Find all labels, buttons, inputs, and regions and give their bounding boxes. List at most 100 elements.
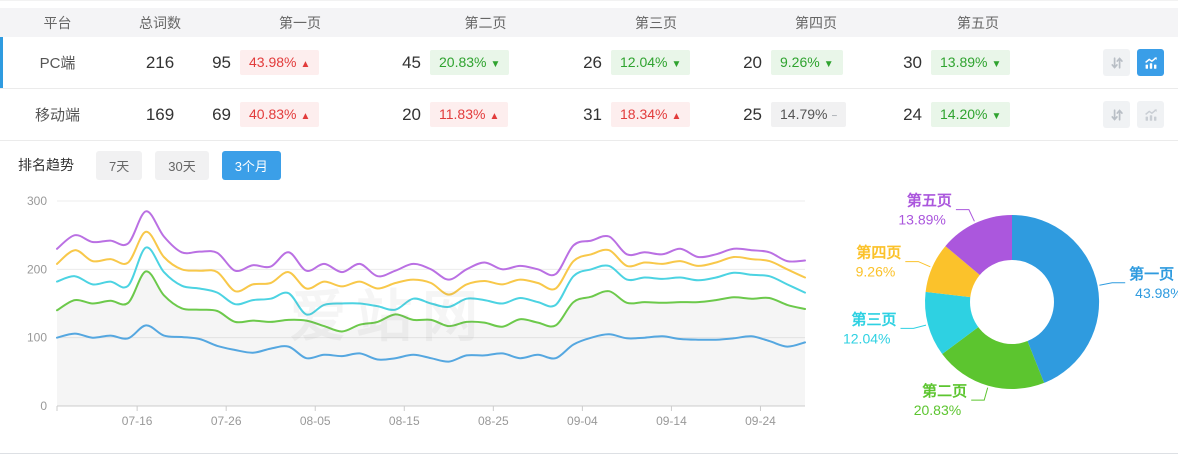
trend-bar: 排名趋势 7天 30天 3个月 (0, 150, 1178, 180)
up-triangle-icon: ▲ (489, 111, 500, 122)
x-axis-label: 07-16 (122, 414, 153, 428)
page-3-stats: 31 18.34% ▲ (576, 102, 736, 127)
pie-label-name: 第四页 (856, 244, 901, 262)
page-4-stats: 20 9.26% ▼ (736, 50, 896, 75)
pct-change-badge: 18.34% ▲ (611, 102, 691, 127)
pie-label-pct: 20.83% (914, 402, 961, 418)
page-2-stats: 20 11.83% ▲ (395, 102, 576, 127)
series-line-第一页[interactable] (56, 324, 806, 363)
down-triangle-icon: ▼ (671, 59, 682, 70)
tab-3个月[interactable]: 3个月 (221, 150, 281, 180)
x-axis-label: 08-15 (389, 414, 420, 428)
page-count: 30 (903, 52, 922, 72)
table-body: PC端 216 95 43.98% ▲ 45 20.83% ▼ 26 12.04% ▼ 20 9.26%… (0, 37, 1178, 141)
pct-change-badge: 14.79% − (771, 102, 847, 127)
pie-label-leader (1099, 282, 1126, 286)
pct-change-badge: 43.98% ▲ (240, 50, 320, 75)
page-count: 24 (903, 104, 922, 124)
page-1-stats: 95 43.98% ▲ (205, 50, 395, 75)
pie-label-pct: 9.26% (856, 264, 896, 280)
column-header: 第四页 (795, 14, 837, 31)
page-count: 25 (743, 104, 762, 124)
pie-label-leader (971, 387, 989, 401)
table-row-mobile[interactable]: 移动端 169 69 40.83% ▲ 20 11.83% ▲ 31 18.34% ▲ 25 14.79… (0, 89, 1178, 141)
y-axis-label: 200 (27, 262, 47, 276)
x-axis-label: 09-04 (567, 414, 598, 428)
column-header: 第五页 (957, 14, 999, 31)
pie-label-name: 第二页 (922, 382, 967, 400)
trend-body: 爱站网 010020030007-1607-2608-0508-1508-250… (0, 184, 1178, 454)
up-triangle-icon: ▲ (300, 111, 311, 122)
trend-section-title: 排名趋势 (18, 157, 74, 173)
sort-icon[interactable] (1103, 101, 1130, 128)
pie-chart-svg[interactable]: 第一页 43.98% 第二页 20.83% 第三页 12.04% 第四页 9.26% 第五页 13… (830, 184, 1178, 454)
pie-label-pct: 43.98% (1135, 285, 1178, 301)
pie-label-pct: 12.04% (843, 330, 890, 346)
row-actions (1060, 101, 1178, 128)
pie-slice-第一页[interactable] (1012, 214, 1100, 383)
selected-row-accent (0, 37, 3, 88)
page-2-stats: 45 20.83% ▼ (395, 50, 576, 75)
pie-label-name: 第一页 (1129, 265, 1174, 283)
tab-7天[interactable]: 7天 (96, 150, 143, 180)
table-row-pc[interactable]: PC端 216 95 43.98% ▲ 45 20.83% ▼ 26 12.04% ▼ 20 9.26%… (0, 37, 1178, 89)
total-keywords: 169 (145, 104, 175, 124)
trend-line-chart[interactable]: 爱站网 010020030007-1607-2608-0508-1508-250… (0, 184, 830, 453)
total-keywords: 216 (145, 52, 175, 72)
series-line-第二页[interactable] (56, 270, 806, 333)
series-line-第五页[interactable] (56, 210, 806, 281)
x-axis-label: 09-14 (656, 414, 687, 428)
page-1-stats: 69 40.83% ▲ (205, 102, 395, 127)
series-line-第四页[interactable] (56, 230, 806, 296)
pie-label-pct: 13.89% (898, 212, 945, 228)
tab-30天[interactable]: 30天 (155, 150, 209, 180)
down-triangle-icon: ▼ (490, 59, 501, 70)
up-triangle-icon: ▲ (300, 59, 311, 70)
page-4-stats: 25 14.79% − (736, 102, 896, 127)
chart-icon[interactable] (1137, 49, 1164, 76)
rank-table: 平台 总词数 第一页 第二页 第三页 第四页 第五页 PC端 216 95 43.98% ▲ 45 20… (0, 1, 1178, 141)
donut-hole (970, 260, 1054, 344)
page-5-stats: 30 13.89% ▼ (896, 50, 1060, 75)
pct-change-badge: 9.26% ▼ (771, 50, 843, 75)
down-triangle-icon: ▼ (823, 59, 834, 70)
flat-dash-icon: − (831, 111, 838, 122)
y-axis-label: 0 (40, 399, 47, 413)
pct-change-badge: 14.20% ▼ (931, 102, 1011, 127)
pct-change-badge: 40.83% ▲ (240, 102, 320, 127)
page-count: 69 (212, 104, 231, 124)
page-count: 26 (583, 52, 602, 72)
x-axis-label: 09-24 (745, 414, 776, 428)
pie-label-name: 第五页 (907, 192, 952, 210)
column-header: 第三页 (635, 14, 677, 31)
area-fill (57, 271, 805, 406)
range-tabs: 7天 30天 3个月 (96, 150, 281, 180)
sort-icon[interactable] (1103, 49, 1130, 76)
pct-change-badge: 11.83% ▲ (430, 102, 509, 127)
page-count: 45 (402, 52, 421, 72)
column-header: 平台 (43, 14, 72, 31)
x-axis-label: 08-25 (478, 414, 509, 428)
pie-label-leader (955, 209, 975, 222)
column-header: 第一页 (279, 14, 321, 31)
y-axis-label: 100 (27, 331, 47, 345)
page-5-stats: 24 14.20% ▼ (896, 102, 1060, 127)
page-count: 20 (402, 104, 421, 124)
down-triangle-icon: ▼ (991, 59, 1002, 70)
column-header: 总词数 (139, 14, 181, 31)
pie-label-name: 第三页 (851, 310, 896, 328)
pct-change-badge: 13.89% ▼ (931, 50, 1011, 75)
pct-change-badge: 20.83% ▼ (430, 50, 510, 75)
chart-icon[interactable] (1137, 101, 1164, 128)
line-chart-svg[interactable]: 0 100 200 300 07-16 07-26 08-05 08-15 08-25 09-04… (0, 184, 830, 448)
pie-label-leader (900, 324, 927, 329)
pct-change-badge: 12.04% ▼ (611, 50, 691, 75)
row-actions (1060, 49, 1178, 76)
x-axis-label: 07-26 (211, 414, 242, 428)
page-count: 20 (743, 52, 762, 72)
x-axis-label: 08-05 (300, 414, 331, 428)
page-count: 95 (212, 52, 231, 72)
down-triangle-icon: ▼ (991, 111, 1002, 122)
series-line-第三页[interactable] (56, 246, 806, 316)
page-count: 31 (583, 104, 602, 124)
